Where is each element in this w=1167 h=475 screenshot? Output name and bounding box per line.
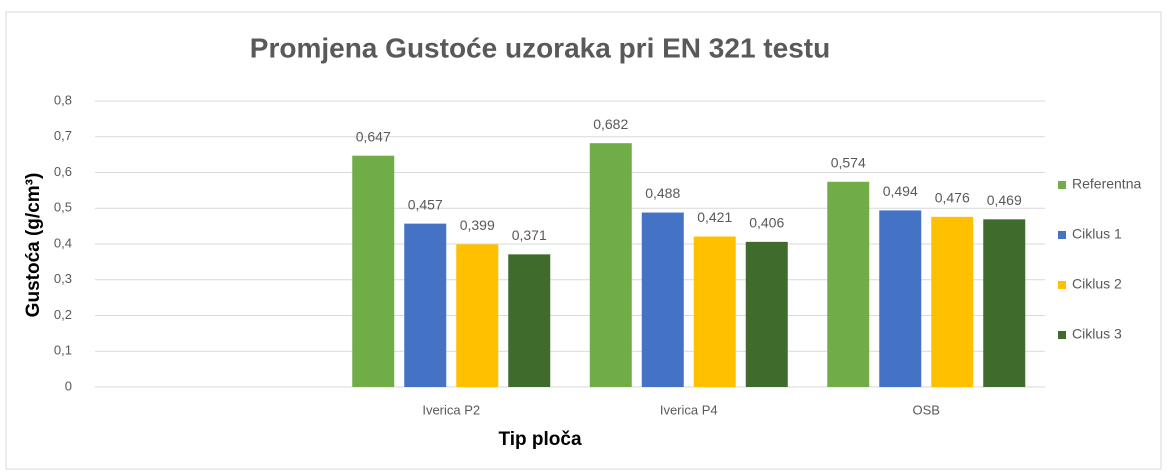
bar [827,181,870,387]
bar [641,212,684,387]
bar [352,155,395,387]
value-label: 0,406 [749,215,784,231]
value-label: 0,488 [645,185,680,201]
y-tick-label: 0 [65,378,72,393]
legend-label: Ciklus 2 [1072,276,1122,292]
legend-label: Ciklus 1 [1072,226,1122,242]
value-label: 0,574 [831,154,866,170]
bar [983,219,1026,387]
legend-label: Ciklus 3 [1072,326,1122,342]
bar [508,254,551,387]
legend-swatch [1058,331,1066,339]
x-tick-label: Iverica P4 [660,402,718,417]
value-label: 0,476 [935,190,970,206]
value-label: 0,647 [356,128,391,144]
bar [879,210,922,387]
legend-swatch [1058,281,1066,289]
value-label: 0,682 [593,116,628,132]
value-label: 0,371 [512,227,547,243]
y-tick-label: 0,1 [54,343,72,358]
y-tick-label: 0,6 [54,164,72,179]
legend-label: Referentna [1072,176,1141,192]
value-label: 0,421 [697,209,732,225]
chart-title: Promjena Gustoće uzoraka pri EN 321 test… [250,32,830,63]
bar [589,143,632,387]
value-label: 0,469 [987,192,1022,208]
y-axis-label: Gustoća (g/cm³) [23,173,44,318]
legend-swatch [1058,231,1066,239]
value-label: 0,399 [460,217,495,233]
x-tick-label: Iverica P2 [422,402,480,417]
y-tick-label: 0,5 [54,200,72,215]
bar [404,223,447,387]
y-tick-label: 0,7 [54,128,72,143]
legend-swatch [1058,181,1066,189]
x-axis-label: Tip ploča [498,429,581,450]
bar [931,216,974,387]
y-tick-label: 0,4 [54,235,72,250]
y-tick-label: 0,2 [54,307,72,322]
value-label: 0,457 [408,196,443,212]
y-tick-label: 0,3 [54,271,72,286]
bar [693,236,736,387]
value-label: 0,494 [883,183,918,199]
y-tick-label: 0,8 [54,92,72,107]
bar [745,241,788,387]
x-tick-label: OSB [913,402,940,417]
bar [456,244,499,387]
